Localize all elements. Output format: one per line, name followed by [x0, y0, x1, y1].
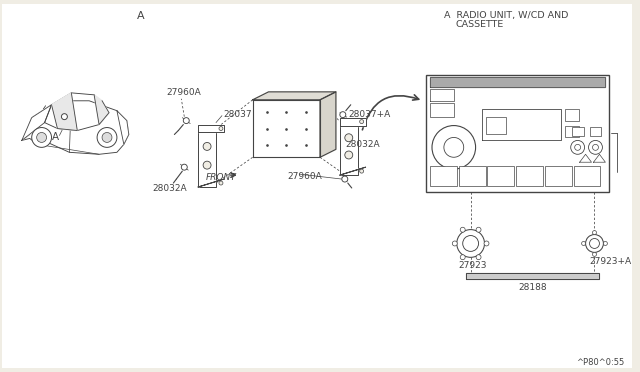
- Text: 27923: 27923: [459, 261, 487, 270]
- Polygon shape: [253, 92, 336, 100]
- Polygon shape: [593, 154, 605, 162]
- Polygon shape: [52, 93, 77, 131]
- Polygon shape: [94, 95, 109, 125]
- Circle shape: [183, 118, 189, 124]
- Polygon shape: [198, 125, 216, 187]
- FancyBboxPatch shape: [589, 126, 602, 137]
- FancyBboxPatch shape: [430, 166, 457, 186]
- Circle shape: [452, 241, 457, 246]
- Polygon shape: [340, 118, 365, 126]
- Circle shape: [203, 161, 211, 169]
- Polygon shape: [340, 167, 365, 175]
- Circle shape: [219, 181, 223, 185]
- Polygon shape: [430, 89, 454, 101]
- FancyBboxPatch shape: [573, 166, 600, 186]
- Circle shape: [97, 128, 117, 147]
- Circle shape: [181, 164, 188, 170]
- Text: 27960A: 27960A: [166, 89, 201, 97]
- FancyBboxPatch shape: [545, 166, 572, 186]
- Polygon shape: [320, 92, 336, 157]
- FancyBboxPatch shape: [426, 75, 609, 192]
- Text: 28037+A: 28037+A: [349, 110, 391, 119]
- Text: A: A: [137, 10, 145, 20]
- Circle shape: [203, 142, 211, 150]
- Polygon shape: [22, 101, 129, 154]
- Text: 28188: 28188: [518, 283, 547, 292]
- Circle shape: [360, 120, 364, 124]
- Text: 27960A: 27960A: [287, 171, 322, 180]
- Polygon shape: [466, 273, 600, 279]
- Circle shape: [460, 227, 465, 232]
- Text: ^P80^0:55: ^P80^0:55: [576, 358, 624, 367]
- FancyBboxPatch shape: [430, 103, 454, 117]
- Circle shape: [219, 126, 223, 131]
- Circle shape: [342, 176, 348, 182]
- Polygon shape: [198, 179, 224, 187]
- Text: FRONT: FRONT: [206, 173, 237, 182]
- Text: 28037: 28037: [223, 110, 252, 119]
- Circle shape: [460, 255, 465, 260]
- Text: 28032A: 28032A: [346, 140, 380, 149]
- Circle shape: [589, 140, 602, 154]
- Circle shape: [582, 241, 586, 246]
- Polygon shape: [340, 118, 358, 175]
- Polygon shape: [430, 77, 605, 87]
- Polygon shape: [580, 154, 591, 162]
- FancyBboxPatch shape: [488, 166, 514, 186]
- FancyBboxPatch shape: [572, 126, 584, 137]
- Circle shape: [444, 137, 464, 157]
- FancyBboxPatch shape: [564, 126, 579, 137]
- Text: 27923+A: 27923+A: [589, 257, 632, 266]
- Polygon shape: [22, 105, 52, 140]
- Polygon shape: [198, 125, 224, 132]
- Circle shape: [575, 144, 580, 150]
- Circle shape: [484, 241, 489, 246]
- Circle shape: [102, 132, 112, 142]
- Circle shape: [463, 235, 479, 251]
- Circle shape: [604, 241, 607, 246]
- Circle shape: [593, 252, 596, 256]
- Circle shape: [586, 235, 604, 252]
- FancyBboxPatch shape: [486, 117, 506, 134]
- Polygon shape: [481, 109, 561, 140]
- Text: A  RADIO UNIT, W/CD AND: A RADIO UNIT, W/CD AND: [444, 11, 568, 20]
- Circle shape: [571, 140, 584, 154]
- FancyBboxPatch shape: [516, 166, 543, 186]
- Polygon shape: [253, 100, 320, 157]
- Circle shape: [345, 134, 353, 142]
- Circle shape: [593, 144, 598, 150]
- Circle shape: [61, 114, 67, 120]
- Circle shape: [345, 151, 353, 159]
- Circle shape: [593, 231, 596, 235]
- Circle shape: [476, 227, 481, 232]
- Circle shape: [340, 112, 346, 118]
- Circle shape: [457, 230, 484, 257]
- Circle shape: [589, 238, 600, 248]
- FancyBboxPatch shape: [564, 109, 579, 121]
- FancyBboxPatch shape: [459, 166, 486, 186]
- Polygon shape: [117, 111, 129, 144]
- FancyBboxPatch shape: [2, 4, 632, 368]
- Text: 28032A: 28032A: [152, 185, 188, 193]
- Circle shape: [36, 132, 47, 142]
- Circle shape: [32, 128, 52, 147]
- Text: A: A: [52, 132, 59, 142]
- Polygon shape: [45, 93, 109, 131]
- Text: CASSETTE: CASSETTE: [456, 20, 504, 29]
- Circle shape: [476, 255, 481, 260]
- Circle shape: [360, 169, 364, 173]
- Circle shape: [432, 126, 476, 169]
